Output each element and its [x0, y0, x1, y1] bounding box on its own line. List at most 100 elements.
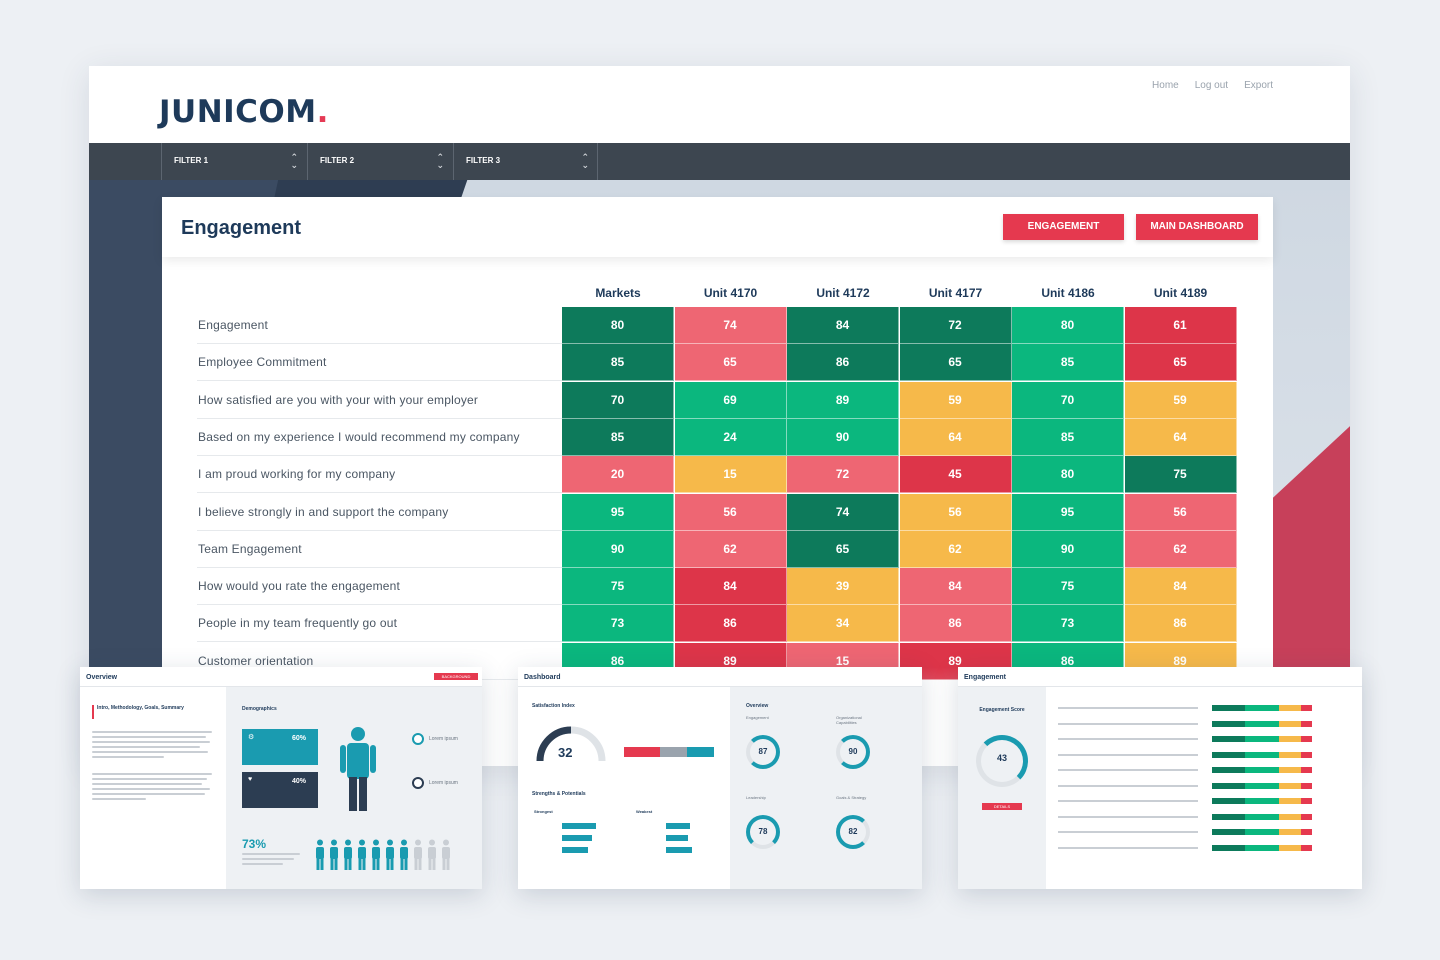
satisfaction-heading: Satisfaction Index	[532, 703, 575, 709]
heatmap-cell[interactable]: 90	[562, 530, 674, 568]
heatmap-cell[interactable]: 59	[899, 381, 1012, 419]
heatmap-cell[interactable]: 15	[674, 456, 787, 494]
dashboard-slide-thumbnail[interactable]: Dashboard Satisfaction Index 32 Strength…	[518, 667, 922, 889]
heatmap-cell[interactable]: 75	[1124, 456, 1237, 494]
overview-slide-thumbnail[interactable]: Overview BACKGROUND Intro, Methodology, …	[80, 667, 482, 889]
stacked-bar	[1212, 798, 1312, 804]
heatmap-cell[interactable]: 95	[562, 493, 674, 531]
heatmap-cell[interactable]: 85	[562, 344, 674, 382]
filter-1-select[interactable]: FILTER 1 ⌃ ⌄	[161, 143, 306, 180]
heatmap-cell[interactable]: 85	[1012, 344, 1124, 382]
column-header[interactable]: Unit 4189	[1153, 286, 1208, 300]
heatmap-cell[interactable]: 64	[899, 418, 1012, 456]
top-links: Home Log out Export	[1152, 80, 1273, 91]
heatmap-cell[interactable]: 59	[1124, 381, 1237, 419]
heatmap-cell[interactable]: 24	[674, 418, 787, 456]
heatmap-cell[interactable]: 75	[1012, 568, 1124, 606]
column-header[interactable]: Unit 4172	[816, 286, 870, 300]
heatmap-cell[interactable]: 86	[674, 605, 787, 643]
heatmap-cell[interactable]: 61	[1124, 307, 1237, 344]
filter-2-label: FILTER 2	[320, 156, 355, 165]
heatmap-cell[interactable]: 74	[674, 307, 787, 344]
leadership-label: Leadership	[746, 795, 766, 800]
heatmap-cell[interactable]: 74	[787, 493, 899, 531]
home-link[interactable]: Home	[1152, 80, 1179, 91]
heatmap-cell[interactable]: 62	[674, 530, 787, 568]
heatmap-cell[interactable]: 84	[1124, 568, 1237, 606]
logo-dot: .	[316, 94, 329, 130]
heatmap-cell[interactable]: 85	[562, 418, 674, 456]
logout-link[interactable]: Log out	[1194, 80, 1229, 91]
engagement-slide-thumbnail[interactable]: Engagement Engagement Score 43 DETAILS	[958, 667, 1362, 889]
details-button[interactable]: DETAILS	[982, 803, 1022, 810]
heatmap-cell[interactable]: 64	[1124, 418, 1237, 456]
filter-2-select[interactable]: FILTER 2 ⌃ ⌄	[307, 143, 452, 180]
heatmap-cell[interactable]: 89	[787, 381, 899, 419]
export-link[interactable]: Export	[1244, 80, 1273, 91]
heatmap-cell[interactable]: 70	[1012, 381, 1124, 419]
engagement-button[interactable]: ENGAGEMENT	[1003, 214, 1124, 240]
heatmap-cell[interactable]: 65	[674, 344, 787, 382]
heatmap-cell[interactable]: 90	[787, 418, 899, 456]
lorem-paragraph	[92, 773, 212, 803]
heatmap-cell[interactable]: 65	[787, 530, 899, 568]
heatmap-cell[interactable]: 80	[1012, 307, 1124, 344]
junicom-logo[interactable]: JUNICOM.	[159, 94, 329, 130]
heatmap-row: People in my team frequently go out 73 86 3…	[197, 605, 1237, 643]
heatmap-cell[interactable]: 86	[787, 344, 899, 382]
heatmap-cell[interactable]: 45	[899, 456, 1012, 494]
score-label: Engagement Score	[979, 707, 1025, 713]
background-badge: BACKGROUND	[434, 673, 478, 680]
heatmap-cell[interactable]: 72	[787, 456, 899, 494]
heatmap-cell[interactable]: 85	[1012, 418, 1124, 456]
heatmap-cell[interactable]: 86	[1124, 605, 1237, 643]
heatmap-cell[interactable]: 56	[899, 493, 1012, 531]
updown-chevron-icon: ⌃ ⌄	[581, 152, 589, 170]
heatmap-cell[interactable]: 34	[787, 605, 899, 643]
heatmap-cell[interactable]: 80	[562, 307, 674, 344]
gauge-value: 78	[758, 827, 768, 836]
column-header[interactable]: Unit 4170	[703, 286, 758, 300]
main-dashboard-button[interactable]: MAIN DASHBOARD	[1136, 214, 1258, 240]
heatmap-cell[interactable]: 69	[674, 381, 787, 419]
heatmap-cell[interactable]: 20	[562, 456, 674, 494]
person-icon	[386, 839, 394, 870]
heatmap-cell[interactable]: 65	[899, 344, 1012, 382]
question-text	[1058, 738, 1198, 740]
heatmap-cell[interactable]: 72	[899, 307, 1012, 344]
heatmap-cell[interactable]: 84	[899, 568, 1012, 606]
heatmap-row: I am proud working for my company 20 15 72 4…	[197, 456, 1237, 494]
question-text	[1058, 722, 1198, 725]
heatmap-cell[interactable]: 62	[899, 530, 1012, 568]
section-heading: Intro, Methodology, Goals, Summary	[97, 705, 184, 711]
heatmap-cell[interactable]: 62	[1124, 530, 1237, 568]
heatmap-cell[interactable]: 65	[1124, 344, 1237, 382]
heatmap-cell[interactable]: 80	[1012, 456, 1124, 494]
stacked-bar	[1212, 844, 1312, 851]
heatmap-cell[interactable]: 90	[1012, 530, 1124, 568]
heatmap-cell[interactable]: 39	[787, 568, 899, 606]
heatmap-cell[interactable]: 56	[1124, 493, 1237, 531]
heatmap-row: Engagement 80 74 84 72 80 61	[197, 307, 1237, 344]
heatmap-cell[interactable]: 75	[562, 568, 674, 606]
filter-3-label: FILTER 3	[466, 156, 501, 165]
stacked-bar	[1212, 813, 1312, 820]
heatmap-cell[interactable]: 95	[1012, 493, 1124, 531]
heatmap-cell[interactable]: 73	[1012, 605, 1124, 643]
column-header[interactable]: Unit 4186	[1041, 286, 1095, 300]
column-header[interactable]: Unit 4177	[928, 286, 983, 300]
column-header[interactable]: Markets	[595, 286, 641, 300]
question-text	[1058, 769, 1198, 771]
stacked-bar	[1212, 751, 1312, 758]
updown-chevron-icon: ⌃ ⌄	[436, 152, 444, 170]
weakness-bar	[666, 823, 690, 829]
heatmap-cell[interactable]: 73	[562, 605, 674, 643]
heatmap-cell[interactable]: 56	[674, 493, 787, 531]
heatmap-cell[interactable]: 84	[674, 568, 787, 606]
row-label: Employee Commitment	[197, 344, 562, 382]
heatmap-cell[interactable]: 84	[787, 307, 899, 344]
heatmap-cell[interactable]: 70	[562, 381, 674, 419]
filter-3-select[interactable]: FILTER 3 ⌃ ⌄	[453, 143, 598, 180]
bar-segment	[687, 747, 714, 757]
heatmap-cell[interactable]: 86	[899, 605, 1012, 643]
